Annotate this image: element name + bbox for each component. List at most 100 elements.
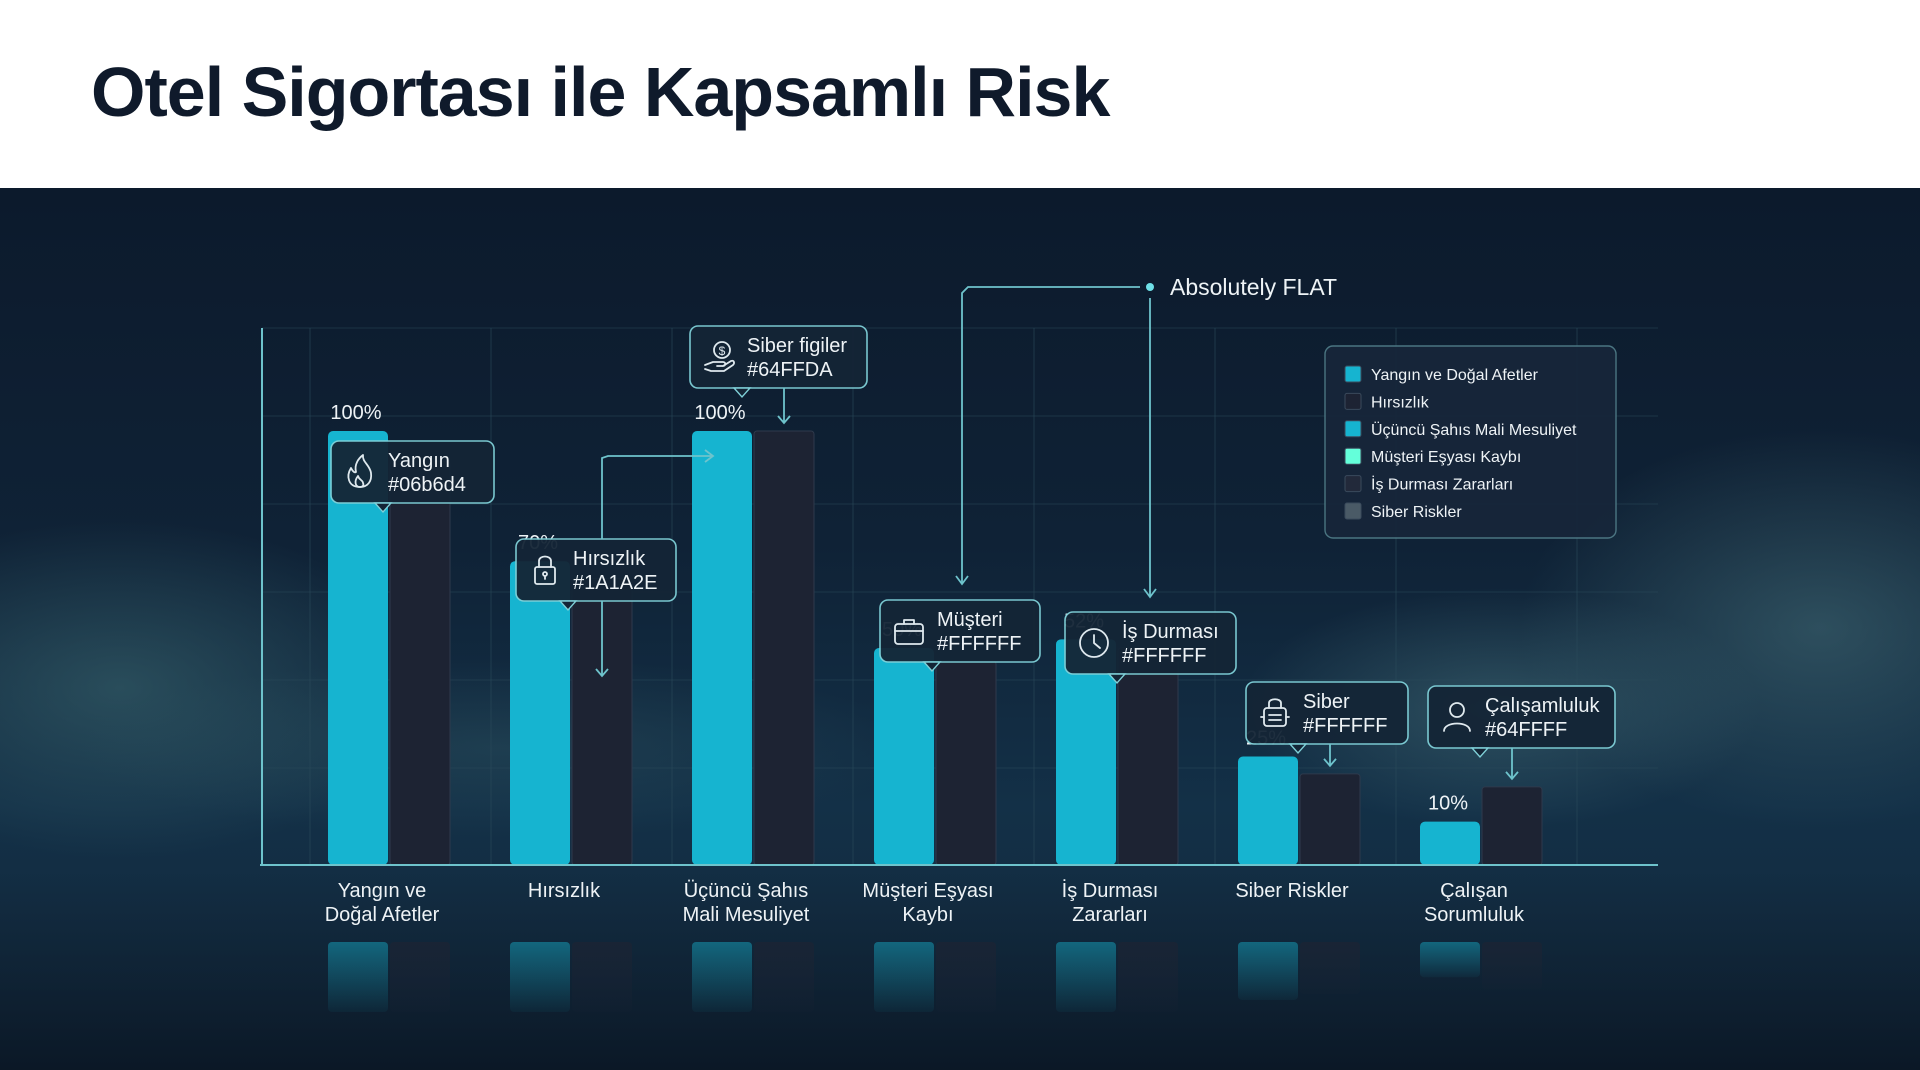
callout-6: Siber#FFFFFF bbox=[1245, 681, 1409, 768]
legend-swatch bbox=[1344, 365, 1362, 383]
callout-3: $ Siber figiler#64FFDA bbox=[689, 325, 868, 425]
bar-cyan bbox=[1238, 756, 1298, 865]
callout-color-code: #64FFDA bbox=[747, 359, 833, 381]
legend: Yangın ve Doğal Afetler Hırsızlık Üçüncü Ş… bbox=[1324, 345, 1617, 539]
clock-icon bbox=[1079, 628, 1109, 658]
callout-title: Hırsızlık bbox=[573, 548, 646, 570]
bar-dark bbox=[1117, 647, 1179, 866]
category-label: Mali Mesuliyet bbox=[683, 904, 810, 926]
callout-title: Yangın bbox=[388, 450, 450, 472]
value-label: 100% bbox=[330, 402, 381, 424]
bar-reflection bbox=[1482, 942, 1542, 990]
bar-reflection bbox=[572, 942, 632, 1012]
callout-color-code: #FFFFFF bbox=[1303, 715, 1387, 737]
bar-cyan bbox=[1420, 821, 1480, 865]
callout-color-code: #06b6d4 bbox=[388, 474, 466, 496]
legend-label: Müşteri Eşyası Kaybı bbox=[1371, 449, 1521, 466]
flat-annotation: Absolutely FLAT bbox=[955, 274, 1337, 599]
bar-reflection bbox=[1420, 942, 1480, 978]
grid bbox=[262, 327, 1658, 865]
person-icon bbox=[1443, 702, 1471, 732]
lock-icon bbox=[534, 555, 556, 585]
arrow-head bbox=[777, 415, 791, 425]
callout-title: Çalışamluluk bbox=[1485, 695, 1600, 717]
callout-7: Çalışamluluk#64FFFF bbox=[1427, 685, 1616, 781]
value-label: 100% bbox=[694, 402, 745, 424]
annotation-text: Absolutely FLAT bbox=[1170, 274, 1337, 300]
callout-color-code: #FFFFFF bbox=[937, 633, 1021, 655]
callout-box bbox=[330, 440, 495, 504]
category-label: İş Durması bbox=[1062, 879, 1159, 902]
callout-pointer bbox=[1107, 673, 1127, 685]
callout-color-code: #64FFFF bbox=[1485, 719, 1567, 741]
briefcase-icon bbox=[894, 619, 924, 645]
bar-cyan bbox=[1056, 639, 1116, 865]
bar-cyan bbox=[510, 561, 570, 865]
arrow-head bbox=[595, 668, 609, 678]
callout-pointer bbox=[1288, 743, 1308, 755]
bar-dark bbox=[935, 660, 997, 866]
bar-reflection bbox=[390, 942, 450, 1012]
callout-box bbox=[515, 538, 677, 602]
bar-reflection bbox=[874, 942, 934, 1012]
legend-swatch bbox=[1344, 392, 1362, 410]
page-title: Otel Sigortası ile Kapsamlı Risk bbox=[91, 53, 1110, 131]
bar-dark bbox=[753, 430, 815, 866]
legend-swatch bbox=[1344, 447, 1362, 465]
svg-text:$: $ bbox=[719, 344, 726, 358]
money-hand-icon: $ bbox=[704, 341, 735, 372]
legend-label: Üçüncü Şahıs Mali Mesuliyet bbox=[1371, 421, 1577, 439]
callout-2: Hırsızlık#1A1A2E bbox=[515, 538, 677, 612]
value-label: 10% bbox=[1428, 793, 1468, 815]
arrow-head bbox=[1143, 588, 1157, 599]
callout-color-code: #FFFFFF bbox=[1122, 645, 1206, 667]
callout-box bbox=[1427, 685, 1616, 749]
callout-box bbox=[1245, 681, 1409, 745]
bar-dark bbox=[389, 460, 451, 866]
bar-reflection bbox=[1300, 942, 1360, 994]
category-label: Hırsızlık bbox=[528, 880, 601, 902]
arrow-head bbox=[1505, 771, 1519, 781]
legend-swatch bbox=[1344, 475, 1362, 493]
legend-label: Hırsızlık bbox=[1371, 394, 1430, 411]
callout-pointer bbox=[1470, 747, 1490, 759]
category-label: Üçüncü Şahıs bbox=[684, 880, 809, 902]
bar-cyan bbox=[692, 431, 752, 865]
category-label: Kaybı bbox=[902, 904, 953, 926]
bar-dark bbox=[1481, 786, 1543, 866]
callout-5: İş Durması#FFFFFF bbox=[1064, 611, 1237, 685]
category-label: Siber Riskler bbox=[1235, 880, 1349, 902]
bar-reflection bbox=[510, 942, 570, 1012]
callout-title: İş Durması bbox=[1122, 620, 1219, 643]
callout-pointer bbox=[732, 387, 752, 399]
callout-title: Siber bbox=[1303, 691, 1350, 713]
annotation-dot bbox=[1146, 283, 1154, 291]
callout-box bbox=[1064, 611, 1237, 675]
bar-reflection bbox=[1118, 942, 1178, 1012]
callout-title: Müşteri bbox=[937, 609, 1003, 631]
bars bbox=[328, 430, 1543, 866]
flame-icon bbox=[347, 454, 373, 488]
callout-pointer bbox=[922, 661, 942, 673]
bar-reflection bbox=[936, 942, 996, 1012]
legend-box: Yangın ve Doğal Afetler Hırsızlık Üçüncü Ş… bbox=[1324, 345, 1617, 539]
callout-color-code: #1A1A2E bbox=[573, 572, 658, 594]
bar-reflection bbox=[1238, 942, 1298, 1000]
bar-reflections bbox=[328, 942, 1542, 1012]
category-label: Zararları bbox=[1072, 904, 1148, 926]
annotation-line bbox=[961, 286, 1140, 583]
arrow-head bbox=[704, 449, 715, 463]
category-label: Yangın ve bbox=[338, 880, 427, 902]
category-label: Müşteri Eşyası bbox=[862, 880, 993, 902]
category-label: Doğal Afetler bbox=[325, 904, 440, 926]
legend-label: Yangın ve Doğal Afetler bbox=[1371, 367, 1539, 384]
connector-arrow bbox=[601, 455, 712, 539]
legend-label: İş Durması Zararları bbox=[1371, 475, 1513, 494]
legend-frame bbox=[1324, 345, 1617, 539]
arrow-head bbox=[955, 575, 969, 586]
legend-swatch bbox=[1344, 502, 1362, 520]
